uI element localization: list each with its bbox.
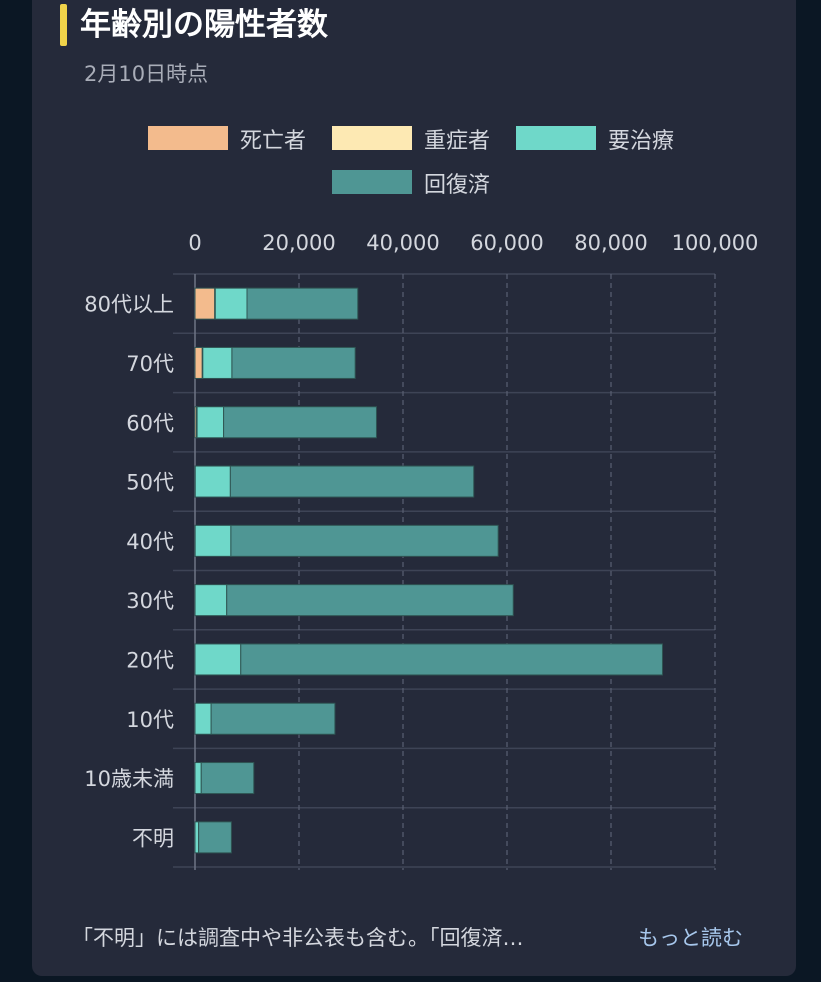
bar-segment [230, 524, 499, 557]
x-tick-label: 80,000 [574, 231, 647, 255]
bar-segment [246, 287, 359, 320]
bar-segment [194, 346, 203, 379]
x-tick-label: 100,000 [672, 231, 759, 255]
x-tick-label: 60,000 [470, 231, 543, 255]
legend-label-deaths: 死亡者 [240, 129, 307, 154]
y-category-label: 60代 [126, 411, 174, 435]
x-tick-label: 40,000 [366, 231, 439, 255]
bar-segment [226, 584, 514, 617]
legend-swatch-recovered [332, 170, 412, 194]
bar-segment [194, 584, 228, 617]
legend-label-treatment: 要治療 [608, 129, 675, 154]
y-category-label: 10代 [126, 708, 174, 732]
y-category-label: 80代以上 [84, 293, 174, 317]
bar-segment [194, 821, 200, 854]
legend-label-recovered: 回復済 [424, 173, 491, 198]
legend-swatch-deaths [148, 126, 228, 150]
read-more-link[interactable]: もっと読む [638, 926, 743, 950]
y-category-label: 10歳未満 [84, 767, 174, 791]
bar-segment [194, 643, 242, 676]
y-category-label: 40代 [126, 530, 174, 554]
bar-segment [202, 346, 233, 379]
legend-label-severe: 重症者 [424, 129, 491, 154]
footnote-text: 「不明」には調査中や非公表も含む。「回復済… [72, 926, 524, 950]
bar-segment [194, 762, 202, 795]
bar-segment [194, 465, 231, 498]
bar-segment [214, 287, 248, 320]
bar-segment [196, 406, 225, 439]
y-category-label: 30代 [126, 589, 174, 613]
x-tick-label: 0 [188, 231, 201, 255]
date-subtitle: 2月10日時点 [84, 62, 209, 86]
y-category-label: 70代 [126, 352, 174, 376]
y-category-label: 20代 [126, 648, 174, 672]
bar-segment [231, 346, 356, 379]
bar-segment [229, 465, 475, 498]
x-tick-label: 20,000 [262, 231, 335, 255]
bar-segment [223, 406, 377, 439]
bar-segment [210, 702, 336, 735]
y-category-label: 50代 [126, 471, 174, 495]
page-title: 年齢別の陽性者数 [80, 7, 328, 43]
bar-segment [194, 702, 212, 735]
bar-segment [240, 643, 663, 676]
bar-segment [194, 524, 232, 557]
title-accent-bar [60, 4, 67, 46]
bar-segment [198, 821, 232, 854]
legend-swatch-severe [332, 126, 412, 150]
y-category-label: 不明 [132, 826, 174, 850]
bar-segment [200, 762, 255, 795]
bar-segment [194, 287, 216, 320]
legend-swatch-treatment [516, 126, 596, 150]
